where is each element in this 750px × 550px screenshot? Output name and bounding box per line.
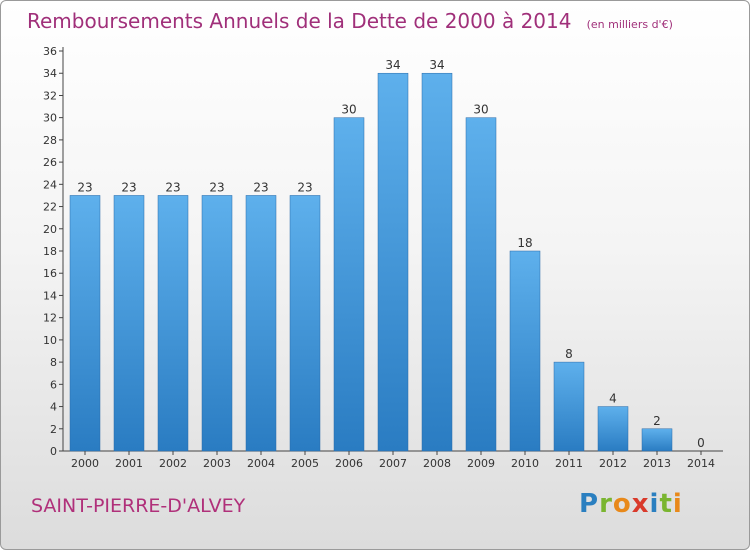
x-tick-label: 2007	[379, 457, 407, 470]
x-tick-label: 2014	[687, 457, 715, 470]
y-tick-label: 26	[43, 156, 57, 169]
y-tick-label: 0	[50, 445, 57, 458]
y-tick-label: 22	[43, 201, 57, 214]
chart-header: Remboursements Annuels de la Dette de 20…	[27, 9, 673, 33]
data-label: 34	[429, 58, 444, 72]
y-tick-label: 34	[43, 67, 57, 80]
data-label: 23	[297, 180, 312, 194]
x-tick-label: 2005	[291, 457, 319, 470]
data-label: 23	[121, 180, 136, 194]
bar	[421, 72, 453, 452]
logo-letter: x	[631, 489, 650, 519]
data-label: 30	[473, 103, 488, 117]
data-label: 30	[341, 103, 356, 117]
data-label: 2	[653, 414, 661, 428]
bar-chart: 0246810121416182022242628303234362320002…	[43, 45, 723, 470]
bar	[157, 195, 189, 452]
y-tick-label: 14	[43, 289, 57, 302]
bar	[597, 406, 629, 452]
x-tick-label: 2008	[423, 457, 451, 470]
logo-letter: i	[649, 489, 660, 519]
x-tick-label: 2004	[247, 457, 275, 470]
data-label: 0	[697, 436, 705, 450]
y-tick-label: 24	[43, 178, 57, 191]
y-tick-label: 20	[43, 223, 57, 236]
x-tick-label: 2009	[467, 457, 495, 470]
y-tick-label: 30	[43, 112, 57, 125]
y-tick-label: 6	[50, 378, 57, 391]
y-tick-label: 16	[43, 267, 57, 280]
x-tick-label: 2012	[599, 457, 627, 470]
y-tick-label: 12	[43, 312, 57, 325]
logo-letter: o	[612, 489, 632, 519]
x-tick-label: 2003	[203, 457, 231, 470]
bar	[377, 72, 409, 452]
y-tick-label: 28	[43, 134, 57, 147]
y-tick-label: 10	[43, 334, 57, 347]
data-label: 23	[165, 180, 180, 194]
chart-title: Remboursements Annuels de la Dette de 20…	[27, 9, 572, 33]
y-tick-label: 2	[50, 423, 57, 436]
data-label: 4	[609, 392, 617, 406]
proxiti-logo[interactable]: Proxiti	[579, 489, 683, 519]
bar	[245, 195, 277, 452]
y-tick-label: 18	[43, 245, 57, 258]
logo-letter: r	[599, 489, 613, 519]
y-tick-label: 36	[43, 45, 57, 58]
y-tick-label: 4	[50, 401, 57, 414]
x-tick-label: 2006	[335, 457, 363, 470]
x-tick-label: 2001	[115, 457, 143, 470]
bar	[641, 428, 673, 452]
logo-letter: P	[579, 489, 600, 519]
data-label: 8	[565, 347, 573, 361]
y-tick-label: 8	[50, 356, 57, 369]
bar	[201, 195, 233, 452]
x-tick-label: 2013	[643, 457, 671, 470]
data-label: 18	[517, 236, 532, 250]
chart-unit: (en milliers d'€)	[586, 18, 673, 31]
bar	[465, 117, 497, 452]
x-tick-label: 2010	[511, 457, 539, 470]
data-label: 34	[385, 58, 400, 72]
data-label: 23	[253, 180, 268, 194]
bar	[333, 117, 365, 452]
logo-letter: i	[672, 489, 683, 519]
bar	[69, 195, 101, 452]
y-tick-label: 32	[43, 89, 57, 102]
logo-letter: t	[659, 489, 673, 519]
bar	[553, 361, 585, 452]
x-tick-label: 2002	[159, 457, 187, 470]
x-tick-label: 2011	[555, 457, 583, 470]
data-label: 23	[209, 180, 224, 194]
bar	[289, 195, 321, 452]
bar	[113, 195, 145, 452]
x-tick-label: 2000	[71, 457, 99, 470]
commune-name: SAINT-PIERRE-D'ALVEY	[31, 495, 246, 517]
bar	[509, 250, 541, 452]
data-label: 23	[77, 180, 92, 194]
